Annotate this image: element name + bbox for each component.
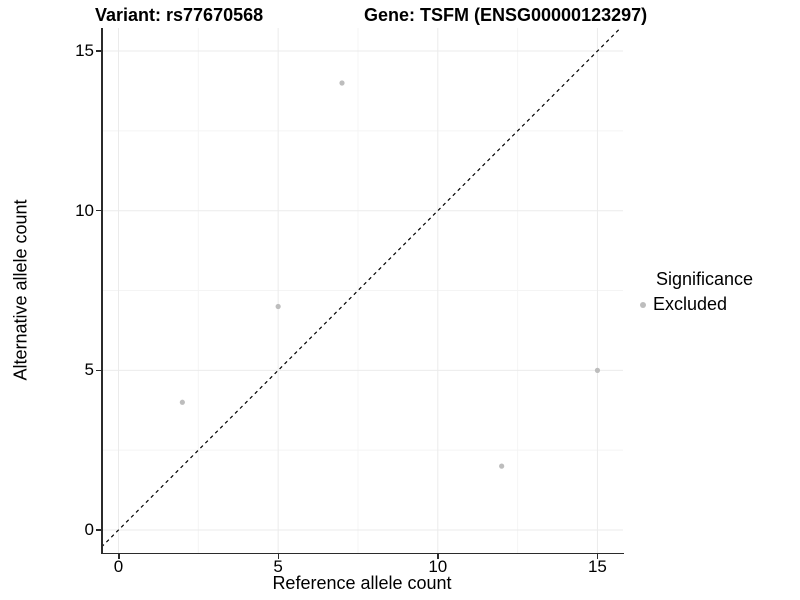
x-axis-title: Reference allele count [272, 573, 452, 593]
x-tick-mark [437, 553, 439, 559]
y-axis-line [101, 28, 103, 554]
y-tick-mark [96, 209, 101, 212]
variant-title: Variant: rs77670568 [95, 5, 264, 25]
x-tick-label: 5 [273, 557, 283, 576]
y-tick-label: 10 [75, 200, 94, 220]
legend: Significance Excluded [640, 269, 753, 315]
x-tick-label: 10 [428, 557, 448, 576]
x-tick-label: 0 [113, 557, 124, 576]
x-tick-mark [118, 553, 120, 559]
x-tick-mark [596, 553, 599, 559]
y-tick-mark [96, 50, 101, 52]
x-tick-mark [277, 553, 280, 559]
data-point [499, 463, 505, 469]
y-tick-label: 0 [84, 520, 94, 539]
y-tick-mark [96, 529, 101, 531]
legend-item: Excluded [640, 294, 753, 315]
gene-title: Gene: TSFM (ENSG00000123297) [364, 5, 648, 25]
y-tick-mark [96, 369, 101, 372]
data-point [594, 367, 601, 373]
plot-panel [102, 28, 623, 553]
y-axis-title: Alternative allele count [10, 199, 31, 381]
data-point [275, 303, 281, 310]
data-point [179, 399, 185, 405]
legend-key-dot-icon [640, 301, 646, 308]
identity-dashed-line [102, 28, 622, 548]
legend-item-label: Excluded [653, 294, 728, 314]
y-tick-label: 5 [84, 360, 94, 380]
data-point [339, 80, 345, 86]
x-tick-label: 15 [587, 557, 607, 576]
x-axis-line [101, 552, 624, 554]
y-tick-label: 15 [75, 41, 94, 61]
legend-title: Significance [656, 269, 754, 289]
